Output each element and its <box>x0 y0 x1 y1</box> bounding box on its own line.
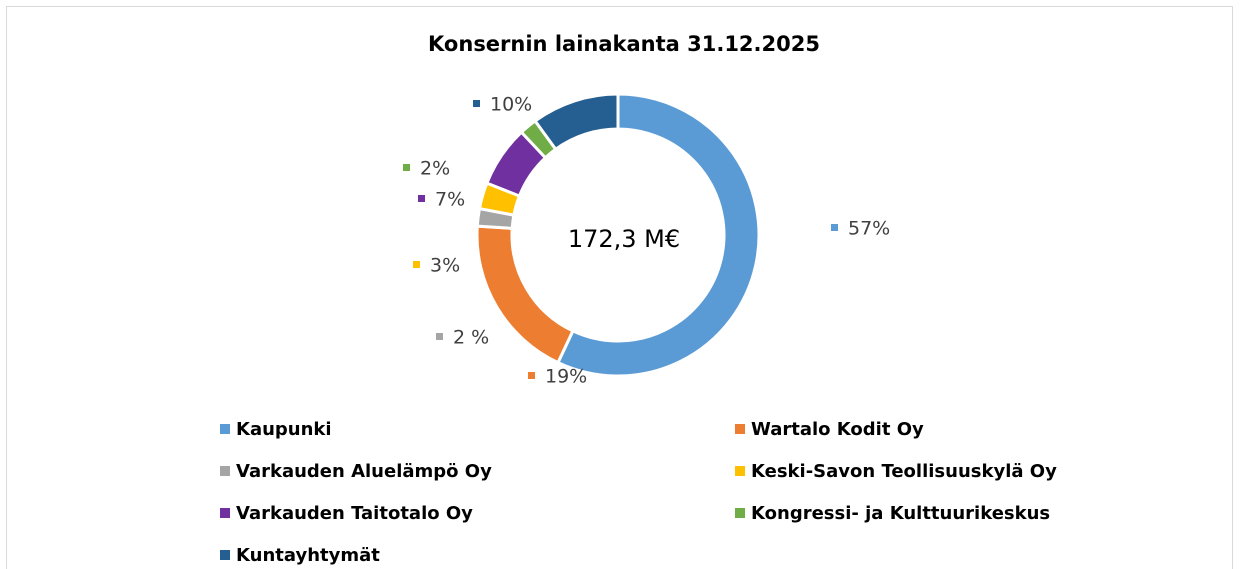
legend-marker <box>220 466 230 476</box>
data-label-marker <box>473 100 480 107</box>
legend-marker <box>735 508 745 518</box>
legend-label: Kuntayhtymät <box>236 545 380 566</box>
chart-title: Konsernin lainakanta 31.12.2025 <box>428 32 820 56</box>
data-label-marker <box>436 333 443 340</box>
donut-slice <box>533 92 620 152</box>
legend-marker <box>220 424 230 434</box>
legend-label: Kaupunki <box>236 419 332 440</box>
data-label-marker <box>418 195 425 202</box>
legend-marker <box>220 550 230 560</box>
legend-marker <box>735 424 745 434</box>
data-label-marker <box>831 224 838 231</box>
legend-label: Varkauden Taitotalo Oy <box>236 503 473 524</box>
legend-label: Kongressi- ja Kulttuurikeskus <box>751 503 1050 524</box>
legend-label: Varkauden Aluelämpö Oy <box>236 461 492 482</box>
legend-marker <box>220 508 230 518</box>
data-label-marker <box>403 164 410 171</box>
data-label: 2 % <box>453 327 489 349</box>
legend-marker <box>735 466 745 476</box>
data-label: 3% <box>430 255 460 277</box>
legend-label: Keski-Savon Teollisuuskylä Oy <box>751 461 1057 482</box>
data-label: 57% <box>848 218 890 240</box>
data-label: 2% <box>420 158 450 180</box>
legend-label: Wartalo Kodit Oy <box>751 419 924 440</box>
chart-border <box>6 6 1233 569</box>
center-label: 172,3 M€ <box>568 225 680 253</box>
data-label: 7% <box>435 189 465 211</box>
data-label-marker <box>413 261 420 268</box>
donut-slice <box>555 92 761 378</box>
data-label: 10% <box>490 94 532 116</box>
data-label-marker <box>528 372 535 379</box>
data-label: 19% <box>545 366 587 388</box>
